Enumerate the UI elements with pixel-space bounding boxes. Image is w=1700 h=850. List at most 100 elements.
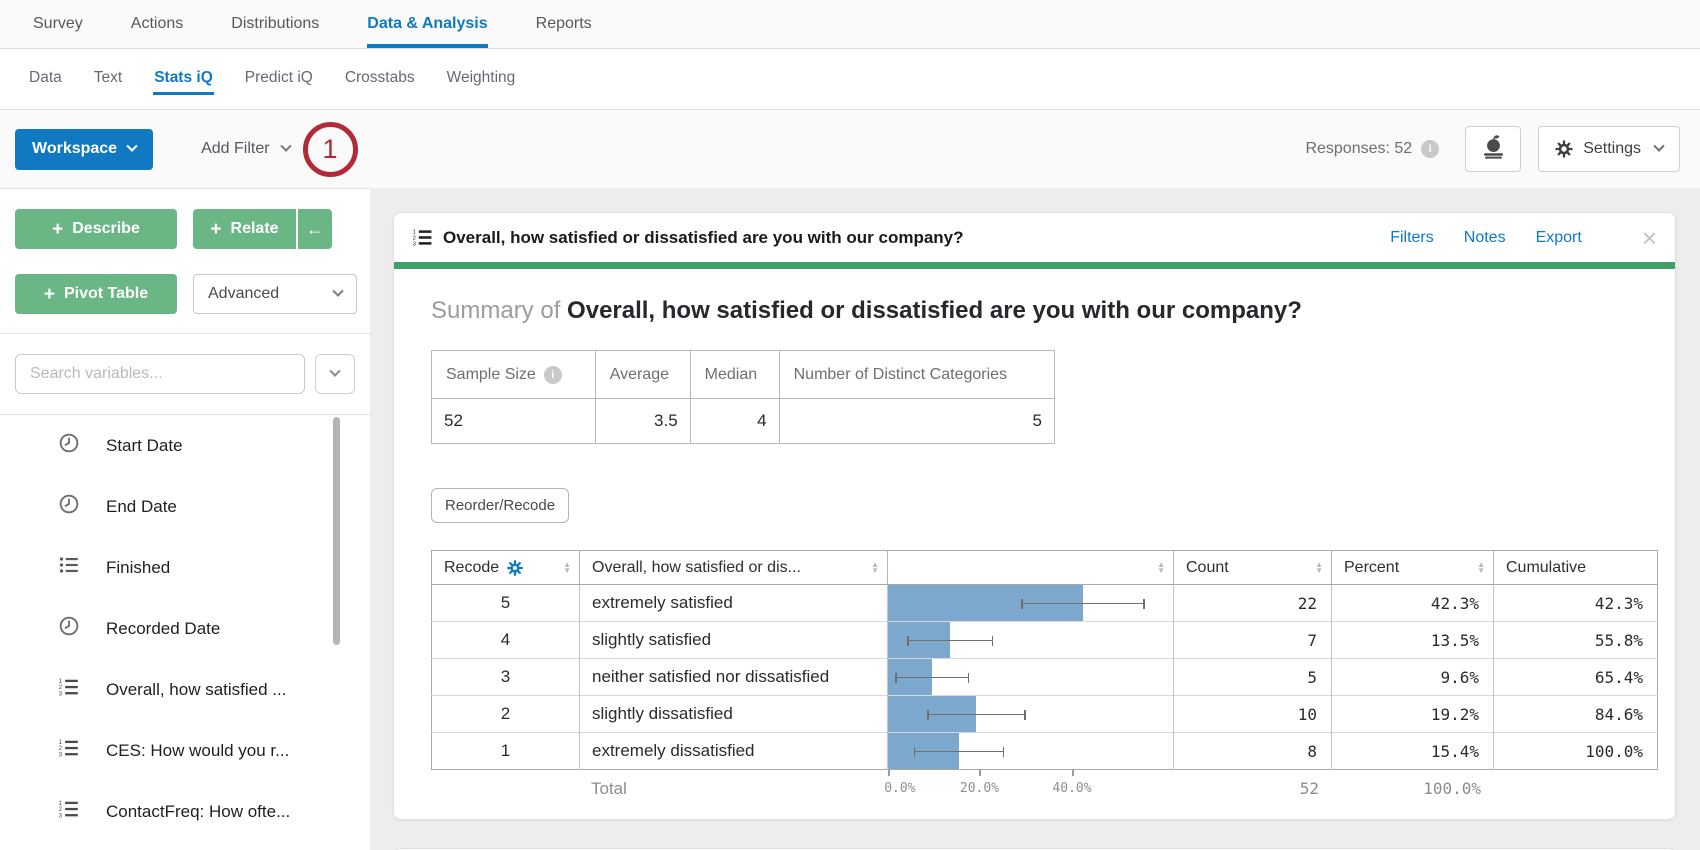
- bar-chart-cell: [888, 585, 1174, 622]
- workspace-button-label: Workspace: [32, 140, 117, 158]
- bulleted-list-icon: [58, 554, 80, 581]
- filters-link[interactable]: Filters: [1390, 229, 1434, 247]
- annotation-circle-1: 1: [303, 122, 358, 177]
- stat-distinct-categories-value: 5: [779, 399, 1054, 444]
- column-header-question[interactable]: Overall, how satisfied or dis... ▲▼: [580, 551, 888, 585]
- confidence-interval: [907, 640, 993, 641]
- category-label: slightly dissatisfied: [580, 696, 888, 733]
- column-header-percent[interactable]: Percent ▲▼: [1332, 551, 1494, 585]
- clock-icon: [58, 615, 80, 642]
- numbered-list-icon: 123: [58, 737, 80, 764]
- numbered-list-icon: 123: [412, 227, 433, 248]
- sort-arrows-icon[interactable]: ▲▼: [871, 562, 881, 574]
- variable-label: End Date: [106, 497, 177, 517]
- total-count: 52: [1173, 779, 1331, 799]
- column-header-count[interactable]: Count ▲▼: [1174, 551, 1332, 585]
- clock-icon: [58, 432, 80, 459]
- table-row: 1 extremely dissatisfied 8 15.4% 100.0%: [432, 733, 1658, 770]
- variable-start-date[interactable]: Start Date: [0, 415, 370, 476]
- count-value: 8: [1174, 733, 1332, 770]
- recode-value: 3: [432, 659, 580, 696]
- stat-sample-size-value: 52: [432, 399, 596, 444]
- sort-arrows-icon[interactable]: ▲▼: [1477, 562, 1487, 574]
- plus-icon: +: [44, 285, 55, 304]
- svg-text:3: 3: [413, 241, 416, 247]
- variable-contactfreq[interactable]: 123 ContactFreq: How ofte...: [0, 781, 370, 842]
- pivot-table-button[interactable]: + Pivot Table: [15, 274, 177, 314]
- column-header-recode[interactable]: Recode: [432, 551, 580, 585]
- stat-median-value: 4: [690, 399, 779, 444]
- total-spacer: [431, 779, 579, 799]
- column-header-cumulative[interactable]: Cumulative: [1494, 551, 1658, 585]
- stats-value-row: 52 3.5 4 5: [432, 399, 1055, 444]
- top-navigation: Survey Actions Distributions Data & Anal…: [0, 0, 1700, 49]
- reorder-recode-button[interactable]: Reorder/Recode: [431, 488, 569, 523]
- variable-overall-satisfaction[interactable]: 123 Overall, how satisfied ...: [0, 659, 370, 720]
- search-options-button[interactable]: [315, 354, 355, 394]
- axis-tick: [979, 770, 981, 776]
- advanced-dropdown[interactable]: Advanced: [193, 274, 357, 314]
- sort-arrows-icon[interactable]: ▲▼: [1315, 562, 1325, 574]
- total-cumulative-spacer: [1493, 779, 1657, 799]
- bar-chart-cell: [888, 622, 1174, 659]
- add-filter-button[interactable]: Add Filter: [201, 140, 289, 158]
- tab-distributions[interactable]: Distributions: [231, 0, 319, 48]
- gear-icon: [1555, 140, 1573, 158]
- percent-value: 19.2%: [1332, 696, 1494, 733]
- subtab-predict-iq[interactable]: Predict iQ: [244, 64, 314, 95]
- close-icon[interactable]: ×: [1642, 225, 1657, 251]
- subtab-weighting[interactable]: Weighting: [446, 64, 517, 95]
- stat-header-sample-size: Sample Sizei: [432, 351, 596, 399]
- workspace-button[interactable]: Workspace: [15, 129, 153, 170]
- left-arrow-icon: ←: [306, 219, 324, 240]
- subtab-text[interactable]: Text: [93, 64, 123, 95]
- tab-survey[interactable]: Survey: [33, 0, 83, 48]
- settings-button[interactable]: Settings: [1538, 126, 1680, 172]
- variable-finished[interactable]: Finished: [0, 537, 370, 598]
- variable-end-date[interactable]: End Date: [0, 476, 370, 537]
- card-body: Summary of Overall, how satisfied or dis…: [394, 269, 1675, 819]
- sidebar-scrollbar-thumb[interactable]: [333, 417, 340, 645]
- percent-value: 42.3%: [1332, 585, 1494, 622]
- variables-sidebar: + Describe + Relate ← + Pivot Table: [0, 188, 370, 850]
- learning-resources-button[interactable]: [1465, 126, 1521, 172]
- analysis-card: 123 Overall, how satisfied or dissatisfi…: [393, 212, 1676, 820]
- cumulative-value: 55.8%: [1494, 622, 1658, 659]
- subtab-data[interactable]: Data: [28, 64, 63, 95]
- column-header-bar-chart[interactable]: ▲▼: [888, 551, 1174, 585]
- subtab-crosstabs[interactable]: Crosstabs: [344, 64, 416, 95]
- tab-reports[interactable]: Reports: [536, 0, 592, 48]
- describe-label: Describe: [72, 220, 140, 238]
- info-icon[interactable]: i: [544, 366, 562, 384]
- variable-ces[interactable]: 123 CES: How would you r...: [0, 720, 370, 781]
- sort-arrows-icon[interactable]: ▲▼: [563, 562, 573, 574]
- table-row: 4 slightly satisfied 7 13.5% 55.8%: [432, 622, 1658, 659]
- axis-tick: [1072, 770, 1074, 776]
- variable-label: Start Date: [106, 436, 183, 456]
- search-variables-input[interactable]: [15, 354, 305, 394]
- confidence-interval: [895, 677, 969, 678]
- cumulative-value: 84.6%: [1494, 696, 1658, 733]
- sort-arrows-icon[interactable]: ▲▼: [1157, 562, 1167, 574]
- info-icon[interactable]: i: [1421, 140, 1439, 158]
- recode-value: 5: [432, 585, 580, 622]
- recode-gear-icon[interactable]: [507, 560, 523, 576]
- variable-recorded-date[interactable]: Recorded Date: [0, 598, 370, 659]
- apple-book-icon: [1480, 133, 1507, 165]
- summary-heading: Summary of Overall, how satisfied or dis…: [431, 297, 1655, 325]
- pivot-table-label: Pivot Table: [64, 285, 148, 303]
- svg-text:3: 3: [59, 751, 63, 758]
- tab-actions[interactable]: Actions: [131, 0, 183, 48]
- subtab-stats-iq[interactable]: Stats iQ: [153, 64, 214, 95]
- export-link[interactable]: Export: [1536, 229, 1582, 247]
- notes-link[interactable]: Notes: [1464, 229, 1506, 247]
- variable-list: Start Date End Date Finished: [0, 415, 370, 842]
- describe-button[interactable]: + Describe: [15, 209, 177, 249]
- collapse-panel-button[interactable]: ←: [296, 209, 332, 249]
- variable-label: ContactFreq: How ofte...: [106, 802, 290, 822]
- workspace-main: 123 Overall, how satisfied or dissatisfi…: [370, 188, 1700, 850]
- chevron-down-icon: [329, 366, 340, 377]
- plus-icon: +: [210, 220, 221, 239]
- tab-data-and-analysis[interactable]: Data & Analysis: [367, 0, 487, 48]
- relate-button[interactable]: + Relate: [193, 209, 296, 249]
